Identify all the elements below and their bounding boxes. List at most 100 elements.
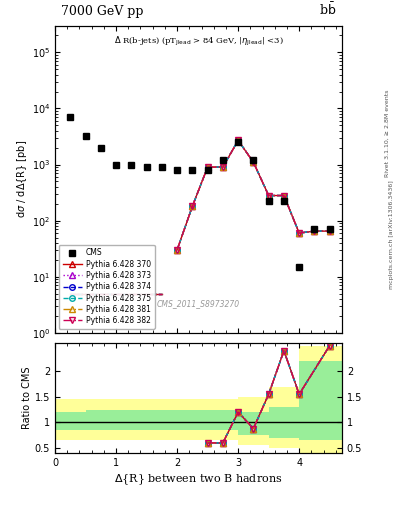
Pythia 6.428 381 [281, 193, 286, 199]
Pythia 6.428 375 [236, 137, 241, 143]
Pythia 6.428 373 [251, 159, 256, 165]
Pythia 6.428 375 [205, 164, 210, 170]
Legend: CMS, Pythia 6.428 370, Pythia 6.428 373, Pythia 6.428 374, Pythia 6.428 375, Pyt: CMS, Pythia 6.428 370, Pythia 6.428 373,… [59, 245, 154, 329]
CMS [83, 133, 88, 139]
Pythia 6.428 370 [236, 137, 241, 143]
Pythia 6.428 374 [205, 164, 210, 170]
Pythia 6.428 382 [205, 164, 210, 170]
Pythia 6.428 382 [297, 230, 301, 236]
Pythia 6.428 374 [327, 228, 332, 234]
Pythia 6.428 373 [220, 164, 225, 170]
Pythia 6.428 375 [297, 230, 301, 236]
Pythia 6.428 382 [220, 164, 225, 170]
Pythia 6.428 375 [251, 159, 256, 165]
Line: Pythia 6.428 381: Pythia 6.428 381 [174, 138, 332, 253]
Pythia 6.428 375 [266, 193, 271, 199]
Y-axis label: d$\sigma$ / d$\Delta${R} [pb]: d$\sigma$ / d$\Delta${R} [pb] [15, 140, 29, 218]
Pythia 6.428 375 [281, 193, 286, 199]
Pythia 6.428 374 [297, 230, 301, 236]
CMS [68, 114, 73, 120]
Pythia 6.428 373 [312, 228, 317, 234]
Text: mcplots.cern.ch [arXiv:1306.3436]: mcplots.cern.ch [arXiv:1306.3436] [389, 180, 393, 289]
Text: Rivet 3.1.10, ≥ 2.8M events: Rivet 3.1.10, ≥ 2.8M events [385, 90, 389, 177]
Pythia 6.428 373 [190, 203, 195, 209]
CMS [160, 164, 164, 170]
Pythia 6.428 374 [281, 193, 286, 199]
CMS [281, 198, 286, 204]
Pythia 6.428 374 [220, 164, 225, 170]
CMS [251, 157, 256, 163]
Pythia 6.428 382 [327, 228, 332, 234]
CMS [98, 144, 103, 151]
CMS [327, 226, 332, 232]
Pythia 6.428 381 [297, 230, 301, 236]
Pythia 6.428 375 [327, 228, 332, 234]
Text: $\Delta$ R(b-jets) (pT$_{\rm Jlead}$ > 84 GeV, |$\eta_{\rm Jlead}$| <3): $\Delta$ R(b-jets) (pT$_{\rm Jlead}$ > 8… [114, 35, 283, 48]
Pythia 6.428 374 [236, 137, 241, 143]
Line: Pythia 6.428 382: Pythia 6.428 382 [174, 138, 332, 253]
Pythia 6.428 382 [312, 228, 317, 234]
CMS [175, 167, 180, 173]
Pythia 6.428 381 [236, 137, 241, 143]
Pythia 6.428 382 [251, 159, 256, 165]
CMS [266, 198, 271, 204]
Pythia 6.428 375 [175, 247, 180, 253]
Pythia 6.428 381 [327, 228, 332, 234]
Y-axis label: Ratio to CMS: Ratio to CMS [22, 367, 32, 430]
Pythia 6.428 374 [251, 159, 256, 165]
Pythia 6.428 370 [220, 164, 225, 170]
CMS [205, 167, 210, 173]
Pythia 6.428 370 [251, 159, 256, 165]
X-axis label: $\Delta${R} between two B hadrons: $\Delta${R} between two B hadrons [114, 472, 283, 487]
Pythia 6.428 382 [281, 193, 286, 199]
Pythia 6.428 382 [190, 203, 195, 209]
CMS [297, 264, 301, 270]
Pythia 6.428 381 [266, 193, 271, 199]
Pythia 6.428 373 [236, 137, 241, 143]
Pythia 6.428 370 [190, 203, 195, 209]
CMS [236, 139, 241, 145]
Pythia 6.428 370 [266, 193, 271, 199]
Pythia 6.428 374 [266, 193, 271, 199]
Text: b$\bar{\rm b}$: b$\bar{\rm b}$ [319, 2, 336, 18]
CMS [190, 167, 195, 173]
Pythia 6.428 381 [251, 159, 256, 165]
Line: CMS: CMS [67, 114, 333, 270]
Pythia 6.428 373 [281, 193, 286, 199]
Pythia 6.428 375 [190, 203, 195, 209]
Pythia 6.428 382 [175, 247, 180, 253]
Pythia 6.428 381 [205, 164, 210, 170]
Pythia 6.428 381 [220, 164, 225, 170]
Text: CMS_2011_S8973270: CMS_2011_S8973270 [157, 299, 240, 308]
Pythia 6.428 375 [312, 228, 317, 234]
Pythia 6.428 373 [266, 193, 271, 199]
CMS [144, 164, 149, 170]
Pythia 6.428 370 [327, 228, 332, 234]
Pythia 6.428 382 [236, 137, 241, 143]
Line: Pythia 6.428 373: Pythia 6.428 373 [174, 138, 332, 253]
Line: Pythia 6.428 370: Pythia 6.428 370 [174, 138, 332, 253]
Pythia 6.428 370 [312, 228, 317, 234]
Line: Pythia 6.428 374: Pythia 6.428 374 [174, 138, 332, 253]
Pythia 6.428 370 [205, 164, 210, 170]
Pythia 6.428 370 [175, 247, 180, 253]
Pythia 6.428 381 [175, 247, 180, 253]
CMS [129, 161, 134, 167]
CMS [220, 157, 225, 163]
Pythia 6.428 370 [281, 193, 286, 199]
Pythia 6.428 382 [266, 193, 271, 199]
Pythia 6.428 373 [327, 228, 332, 234]
Pythia 6.428 373 [297, 230, 301, 236]
CMS [114, 161, 118, 167]
Text: 7000 GeV pp: 7000 GeV pp [61, 5, 143, 18]
Line: Pythia 6.428 375: Pythia 6.428 375 [174, 138, 332, 253]
Pythia 6.428 373 [175, 247, 180, 253]
Pythia 6.428 374 [190, 203, 195, 209]
Pythia 6.428 381 [312, 228, 317, 234]
Pythia 6.428 381 [190, 203, 195, 209]
Pythia 6.428 373 [205, 164, 210, 170]
Pythia 6.428 374 [312, 228, 317, 234]
Pythia 6.428 374 [175, 247, 180, 253]
CMS [312, 226, 317, 232]
Pythia 6.428 370 [297, 230, 301, 236]
